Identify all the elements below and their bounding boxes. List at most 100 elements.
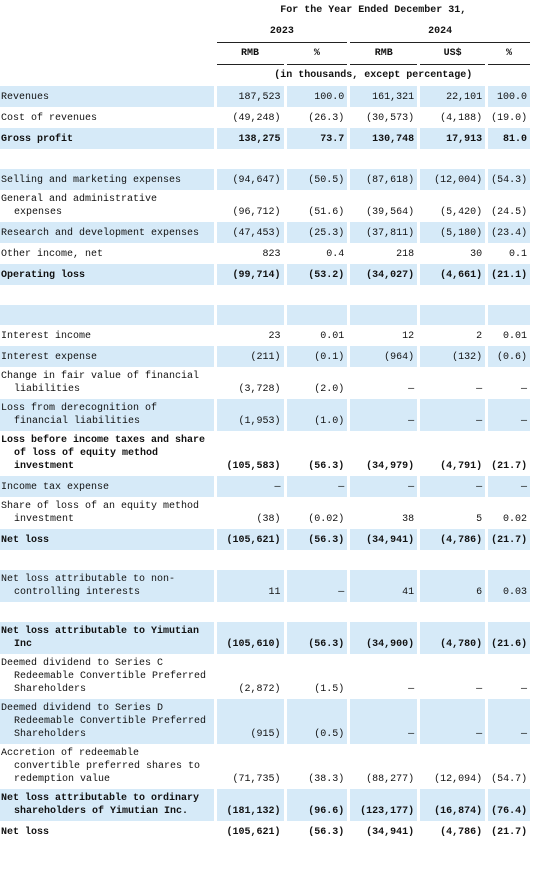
table-row: Net loss (105,621) (56.3) (34,941) (4,786) (2…	[0, 821, 530, 842]
cell-value: (23.4)	[488, 222, 530, 243]
spacer-cell	[0, 602, 214, 622]
table-row: Loss from derecognition of financial lia…	[0, 399, 530, 431]
table-row: Gross profit 138,275 73.7 130,748 17,913 81.0	[0, 128, 530, 149]
cell-value: 0.01	[502, 331, 527, 342]
column-heading: RMB	[350, 43, 418, 65]
cell-value: (96.6)	[286, 789, 348, 821]
cell-value: (1,953)	[216, 399, 284, 431]
column-heading: %	[488, 43, 530, 65]
cell-value: (88,277)	[366, 774, 415, 785]
cell-value: (105,621)	[216, 529, 284, 550]
cell-value: (0.02)	[308, 514, 345, 525]
row-label: Other income, net	[1, 249, 104, 260]
cell-value: (16,874)	[420, 789, 486, 821]
cell-value: (181,132)	[216, 789, 284, 821]
cell-value: (76.4)	[488, 789, 530, 821]
cell-value: (21.7)	[491, 827, 528, 838]
cell-value: —	[476, 684, 483, 695]
spacer-cell	[488, 285, 530, 305]
cell-value: (2.0)	[314, 384, 345, 395]
cell-value: (34,941)	[366, 827, 415, 838]
table-row: Net loss attributable to Yimutian Inc (10…	[0, 622, 530, 654]
table-row: Loss before income taxes and share of lo…	[0, 431, 530, 476]
row-label: Operating loss	[0, 264, 214, 285]
cell-value: (54.7)	[491, 774, 528, 785]
table-row: Cost of revenues (49,248) (26.3) (30,573) (4…	[0, 107, 530, 128]
cell-value: (21.1)	[488, 264, 530, 285]
cell-value: 17,913	[420, 128, 486, 149]
cell-value: (123,177)	[350, 789, 418, 821]
row-label: Interest expense	[0, 346, 214, 367]
cell-value: (54.3)	[488, 169, 530, 190]
cell-value: 187,523	[216, 86, 284, 107]
spacer-cell	[488, 550, 530, 570]
table-row: Net loss attributable to ordinary shareh…	[0, 789, 530, 821]
table-row: Research and development expenses (47,453…	[0, 222, 530, 243]
cell-value: (49,248)	[232, 113, 281, 124]
cell-value: (2,872)	[238, 684, 281, 695]
cell-value: (37,811)	[350, 222, 418, 243]
cell-value: (211)	[216, 346, 284, 367]
cell-value: (132)	[420, 346, 486, 367]
cell-value: (56.3)	[286, 529, 348, 550]
cell-value: (34,941)	[350, 529, 418, 550]
spacer-cell	[286, 305, 348, 325]
cell-value: 5	[476, 514, 483, 525]
row-label: Change in fair value of financial liabil…	[1, 371, 200, 395]
cell-value: (26.3)	[308, 113, 345, 124]
spacer-cell	[350, 305, 418, 325]
cell-value: —	[350, 476, 418, 497]
cell-value: (21.7)	[491, 461, 528, 472]
cell-value: (4,791)	[440, 461, 483, 472]
cell-value: 11	[216, 570, 284, 602]
year-heading: 2024	[350, 21, 530, 43]
cell-value: (105,583)	[226, 461, 281, 472]
cell-value: 2	[476, 331, 483, 342]
spacer-cell	[350, 149, 417, 169]
cell-value: (50.5)	[286, 169, 348, 190]
spacer-cell	[217, 602, 284, 622]
column-heading: RMB	[216, 43, 284, 65]
cell-value: (39,564)	[366, 207, 415, 218]
spacer-cell	[287, 602, 348, 622]
period-heading: For the Year Ended December 31,	[280, 5, 467, 16]
spacer-cell	[217, 285, 284, 305]
cell-value: (1.5)	[314, 684, 345, 695]
spacer-row	[0, 305, 530, 325]
cell-value: —	[216, 476, 284, 497]
spacer-cell	[488, 149, 530, 169]
cell-value: (21.7)	[488, 529, 530, 550]
row-label: Net loss	[0, 529, 214, 550]
cell-value: 0.03	[488, 570, 530, 602]
cell-value: (94,647)	[216, 169, 284, 190]
row-label: Net loss attributable to Yimutian Inc	[0, 622, 214, 654]
row-label: General and administrative expenses	[1, 194, 158, 218]
spacer-cell	[0, 285, 214, 305]
cell-value: 100.0	[488, 86, 530, 107]
cell-value: 41	[350, 570, 418, 602]
cell-value: (4,661)	[420, 264, 486, 285]
cell-value: 81.0	[488, 128, 530, 149]
row-label: Deemed dividend to Series D Redeemable C…	[0, 699, 214, 744]
table-row: Income tax expense — — — — —	[0, 476, 530, 497]
cell-value: 22,101	[420, 86, 486, 107]
table-row: Interest expense (211) (0.1) (964) (132) (0.6…	[0, 346, 530, 367]
row-label: Net loss attributable to ordinary shareh…	[0, 789, 214, 821]
cell-value: (53.2)	[286, 264, 348, 285]
cell-value: 138,275	[216, 128, 284, 149]
cell-value: —	[488, 699, 530, 744]
cell-value: (105,621)	[226, 827, 281, 838]
cell-value: (87,618)	[350, 169, 418, 190]
cell-value: 23	[268, 331, 281, 342]
cell-value: (0.6)	[488, 346, 530, 367]
cell-value: 0.1	[508, 249, 527, 260]
table-row: General and administrative expenses (96,7…	[0, 190, 530, 222]
row-label: Selling and marketing expenses	[0, 169, 214, 190]
cell-value: (24.5)	[491, 207, 528, 218]
unit-note: (in thousands, except percentage)	[274, 70, 473, 81]
spacer-cell	[217, 149, 284, 169]
row-label: Revenues	[0, 86, 214, 107]
cell-value: 823	[262, 249, 281, 260]
cell-value: 12	[402, 331, 415, 342]
spacer-cell	[420, 285, 485, 305]
